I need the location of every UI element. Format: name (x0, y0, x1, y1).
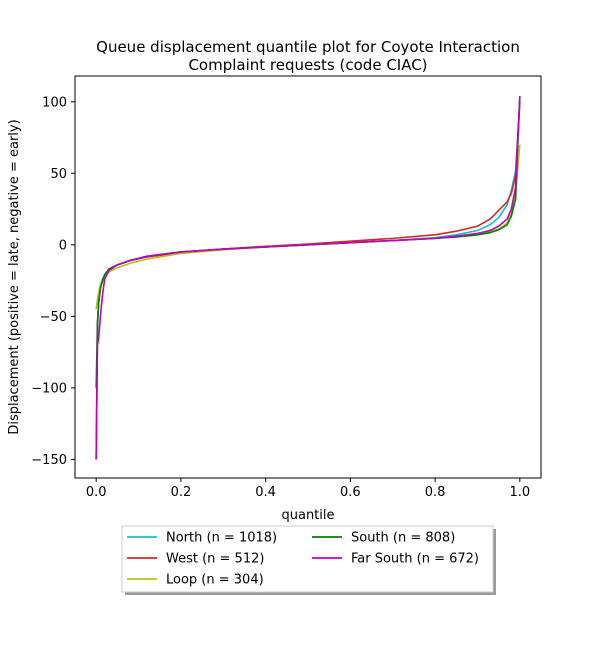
x-tick-label: 0.4 (255, 485, 276, 500)
legend-box (121, 525, 494, 593)
series-line (95, 101, 521, 460)
x-axis-label: quantile (281, 508, 334, 523)
x-tick-label: 0.8 (425, 485, 446, 500)
y-axis-label: Displacement (positive = late, negative … (7, 119, 22, 434)
x-tick-label: 0.2 (171, 485, 192, 500)
x-tick-label: 1.0 (509, 485, 530, 500)
legend: North (n = 1018) West (n = 512) Loop (n = … (121, 525, 496, 595)
y-tick-label: −100 (31, 381, 67, 396)
plot-lines (95, 95, 521, 460)
y-tick-label: −150 (31, 453, 67, 468)
x-axis: 0.0 0.2 0.4 0.6 0.8 1.0 (86, 478, 530, 500)
legend-label: West (n = 512) (166, 552, 264, 567)
y-axis: 100 50 0 −50 −100 −150 (31, 95, 75, 468)
y-tick-label: 50 (50, 167, 67, 182)
series-line (95, 95, 521, 388)
chart-title-line: Complaint requests (code CIAC) (188, 56, 427, 74)
legend-label: South (n = 808) (351, 531, 455, 546)
y-tick-label: −50 (40, 310, 67, 325)
legend-label: North (n = 1018) (166, 531, 277, 546)
x-tick-label: 0.0 (86, 485, 107, 500)
legend-label: Loop (n = 304) (166, 573, 264, 588)
chart-title: Queue displacement quantile plot for Coy… (96, 38, 520, 74)
y-tick-label: 100 (42, 95, 67, 110)
series-line (95, 144, 521, 310)
axes-frame (74, 75, 542, 479)
chart-title-line: Queue displacement quantile plot for Coy… (96, 38, 520, 56)
legend-label: Far South (n = 672) (351, 552, 479, 567)
x-tick-label: 0.6 (340, 485, 361, 500)
series-line (95, 95, 521, 460)
series-line (95, 101, 521, 460)
y-tick-label: 0 (59, 238, 67, 253)
